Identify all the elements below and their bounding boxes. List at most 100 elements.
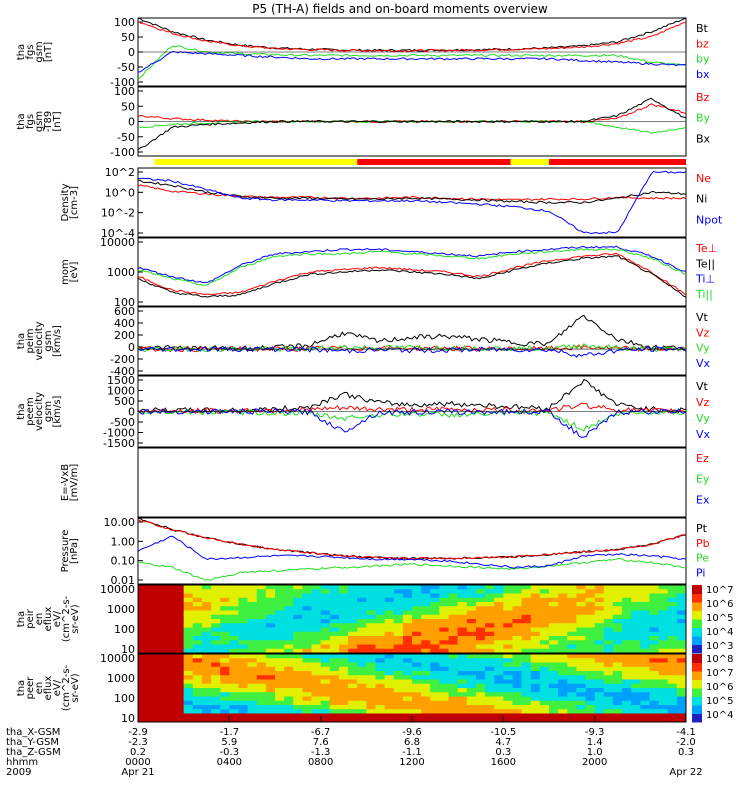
heatmap-cell bbox=[448, 658, 459, 663]
heatmap-cell bbox=[338, 631, 349, 637]
heatmap-cell bbox=[338, 593, 349, 599]
heatmap-cell bbox=[211, 700, 221, 706]
heatmap-cell bbox=[466, 666, 477, 672]
heatmap-cell bbox=[421, 644, 431, 650]
panel-frame bbox=[137, 306, 687, 376]
heatmap-cell bbox=[549, 692, 559, 697]
heatmap-cell bbox=[211, 671, 221, 676]
heatmap-cell bbox=[138, 597, 148, 603]
heatmap-cell bbox=[603, 717, 614, 723]
heatmap-cell bbox=[667, 709, 678, 714]
heatmap-cell bbox=[402, 606, 413, 611]
heatmap-cell bbox=[338, 589, 349, 594]
heatmap-cell bbox=[612, 709, 623, 714]
figure-title: P5 (TH-A) fields and on-board moments ov… bbox=[252, 2, 548, 16]
heatmap-cell bbox=[530, 644, 541, 650]
heatmap-cell bbox=[256, 636, 267, 641]
heatmap-cell bbox=[448, 619, 459, 624]
heatmap-cell bbox=[549, 658, 559, 663]
heatmap-cell bbox=[667, 654, 678, 659]
heatmap-cell bbox=[567, 654, 577, 659]
heatmap-cell bbox=[165, 713, 176, 719]
heatmap-cell bbox=[265, 648, 276, 654]
heatmap-cell bbox=[284, 610, 294, 616]
heatmap-cell bbox=[357, 631, 367, 637]
heatmap-cell bbox=[448, 679, 459, 685]
heatmap-cell bbox=[576, 662, 587, 668]
heatmap-cell bbox=[485, 623, 495, 628]
heatmap-cell bbox=[201, 593, 212, 599]
x-row-value: -0.3 bbox=[220, 747, 240, 758]
heatmap-cell bbox=[631, 648, 641, 654]
heatmap-cell bbox=[530, 597, 541, 603]
y-tick-label: -50 bbox=[117, 131, 135, 144]
heatmap-cell bbox=[220, 610, 230, 616]
heatmap-cell bbox=[494, 713, 504, 719]
heatmap-cell bbox=[576, 585, 587, 590]
heatmap-cell bbox=[612, 627, 623, 633]
heatmap-cell bbox=[649, 610, 660, 616]
heatmap-cell bbox=[192, 683, 203, 689]
heatmap-cell bbox=[402, 658, 413, 663]
heatmap-cell bbox=[156, 713, 166, 719]
heatmap-cell bbox=[293, 593, 303, 599]
heatmap-cell bbox=[311, 631, 322, 637]
heatmap-cell bbox=[658, 619, 669, 624]
heatmap-cell bbox=[594, 602, 605, 607]
heatmap-cell bbox=[631, 688, 641, 693]
heatmap-cell bbox=[549, 671, 559, 676]
colorbar-swatch bbox=[692, 671, 702, 680]
heatmap-cell bbox=[412, 606, 422, 611]
heatmap-cell bbox=[494, 688, 504, 693]
heatmap-cell bbox=[622, 585, 632, 590]
heatmap-cell bbox=[329, 666, 340, 672]
heatmap-cell bbox=[174, 709, 185, 714]
heatmap-cell bbox=[475, 640, 486, 645]
heatmap-cell bbox=[284, 631, 294, 637]
heatmap-cell bbox=[165, 683, 176, 689]
heatmap-cell bbox=[567, 610, 577, 616]
y-axis-label: peer bbox=[25, 676, 36, 700]
heatmap-cell bbox=[293, 610, 303, 616]
heatmap-cell bbox=[220, 648, 230, 654]
heatmap-cell bbox=[293, 589, 303, 594]
heatmap-cell bbox=[585, 610, 596, 616]
heatmap-cell bbox=[357, 696, 367, 702]
heatmap-cell bbox=[229, 640, 239, 645]
heatmap-cell bbox=[238, 593, 249, 599]
heatmap-cell bbox=[576, 589, 587, 594]
heatmap-cell bbox=[293, 658, 303, 663]
heatmap-cell bbox=[631, 606, 641, 611]
heatmap-cell bbox=[412, 640, 422, 645]
heatmap-cell bbox=[147, 688, 157, 693]
heatmap-cell bbox=[302, 713, 313, 719]
heatmap-cell bbox=[348, 597, 358, 603]
heatmap-cell bbox=[603, 610, 614, 616]
y-axis-label: tha bbox=[16, 403, 27, 419]
heatmap-cell bbox=[603, 585, 614, 590]
heatmap-cell bbox=[138, 679, 148, 685]
heatmap-cell bbox=[649, 658, 660, 663]
heatmap-cell bbox=[402, 654, 413, 659]
heatmap-cell bbox=[603, 666, 614, 672]
heatmap-cell bbox=[421, 589, 431, 594]
heatmap-cell bbox=[284, 627, 294, 633]
heatmap-cell bbox=[302, 593, 313, 599]
heatmap-cell bbox=[275, 713, 285, 719]
heatmap-cell bbox=[183, 658, 194, 663]
heatmap-cell bbox=[676, 713, 687, 719]
heatmap-cell bbox=[457, 692, 468, 697]
heatmap-cell bbox=[220, 717, 230, 723]
y-axis-label: [eV] bbox=[69, 262, 80, 283]
heatmap-cell bbox=[640, 606, 650, 611]
heatmap-cell bbox=[211, 683, 221, 689]
heatmap-cell bbox=[558, 623, 568, 628]
heatmap-cell bbox=[275, 636, 285, 641]
heatmap-cell bbox=[366, 597, 376, 603]
colorbar: 10^810^710^610^510^4 bbox=[692, 654, 733, 723]
heatmap-cell bbox=[649, 709, 660, 714]
heatmap-cell bbox=[338, 658, 349, 663]
heatmap-cell bbox=[211, 614, 221, 620]
heatmap-cell bbox=[320, 585, 331, 590]
heatmap-cell bbox=[293, 705, 303, 710]
